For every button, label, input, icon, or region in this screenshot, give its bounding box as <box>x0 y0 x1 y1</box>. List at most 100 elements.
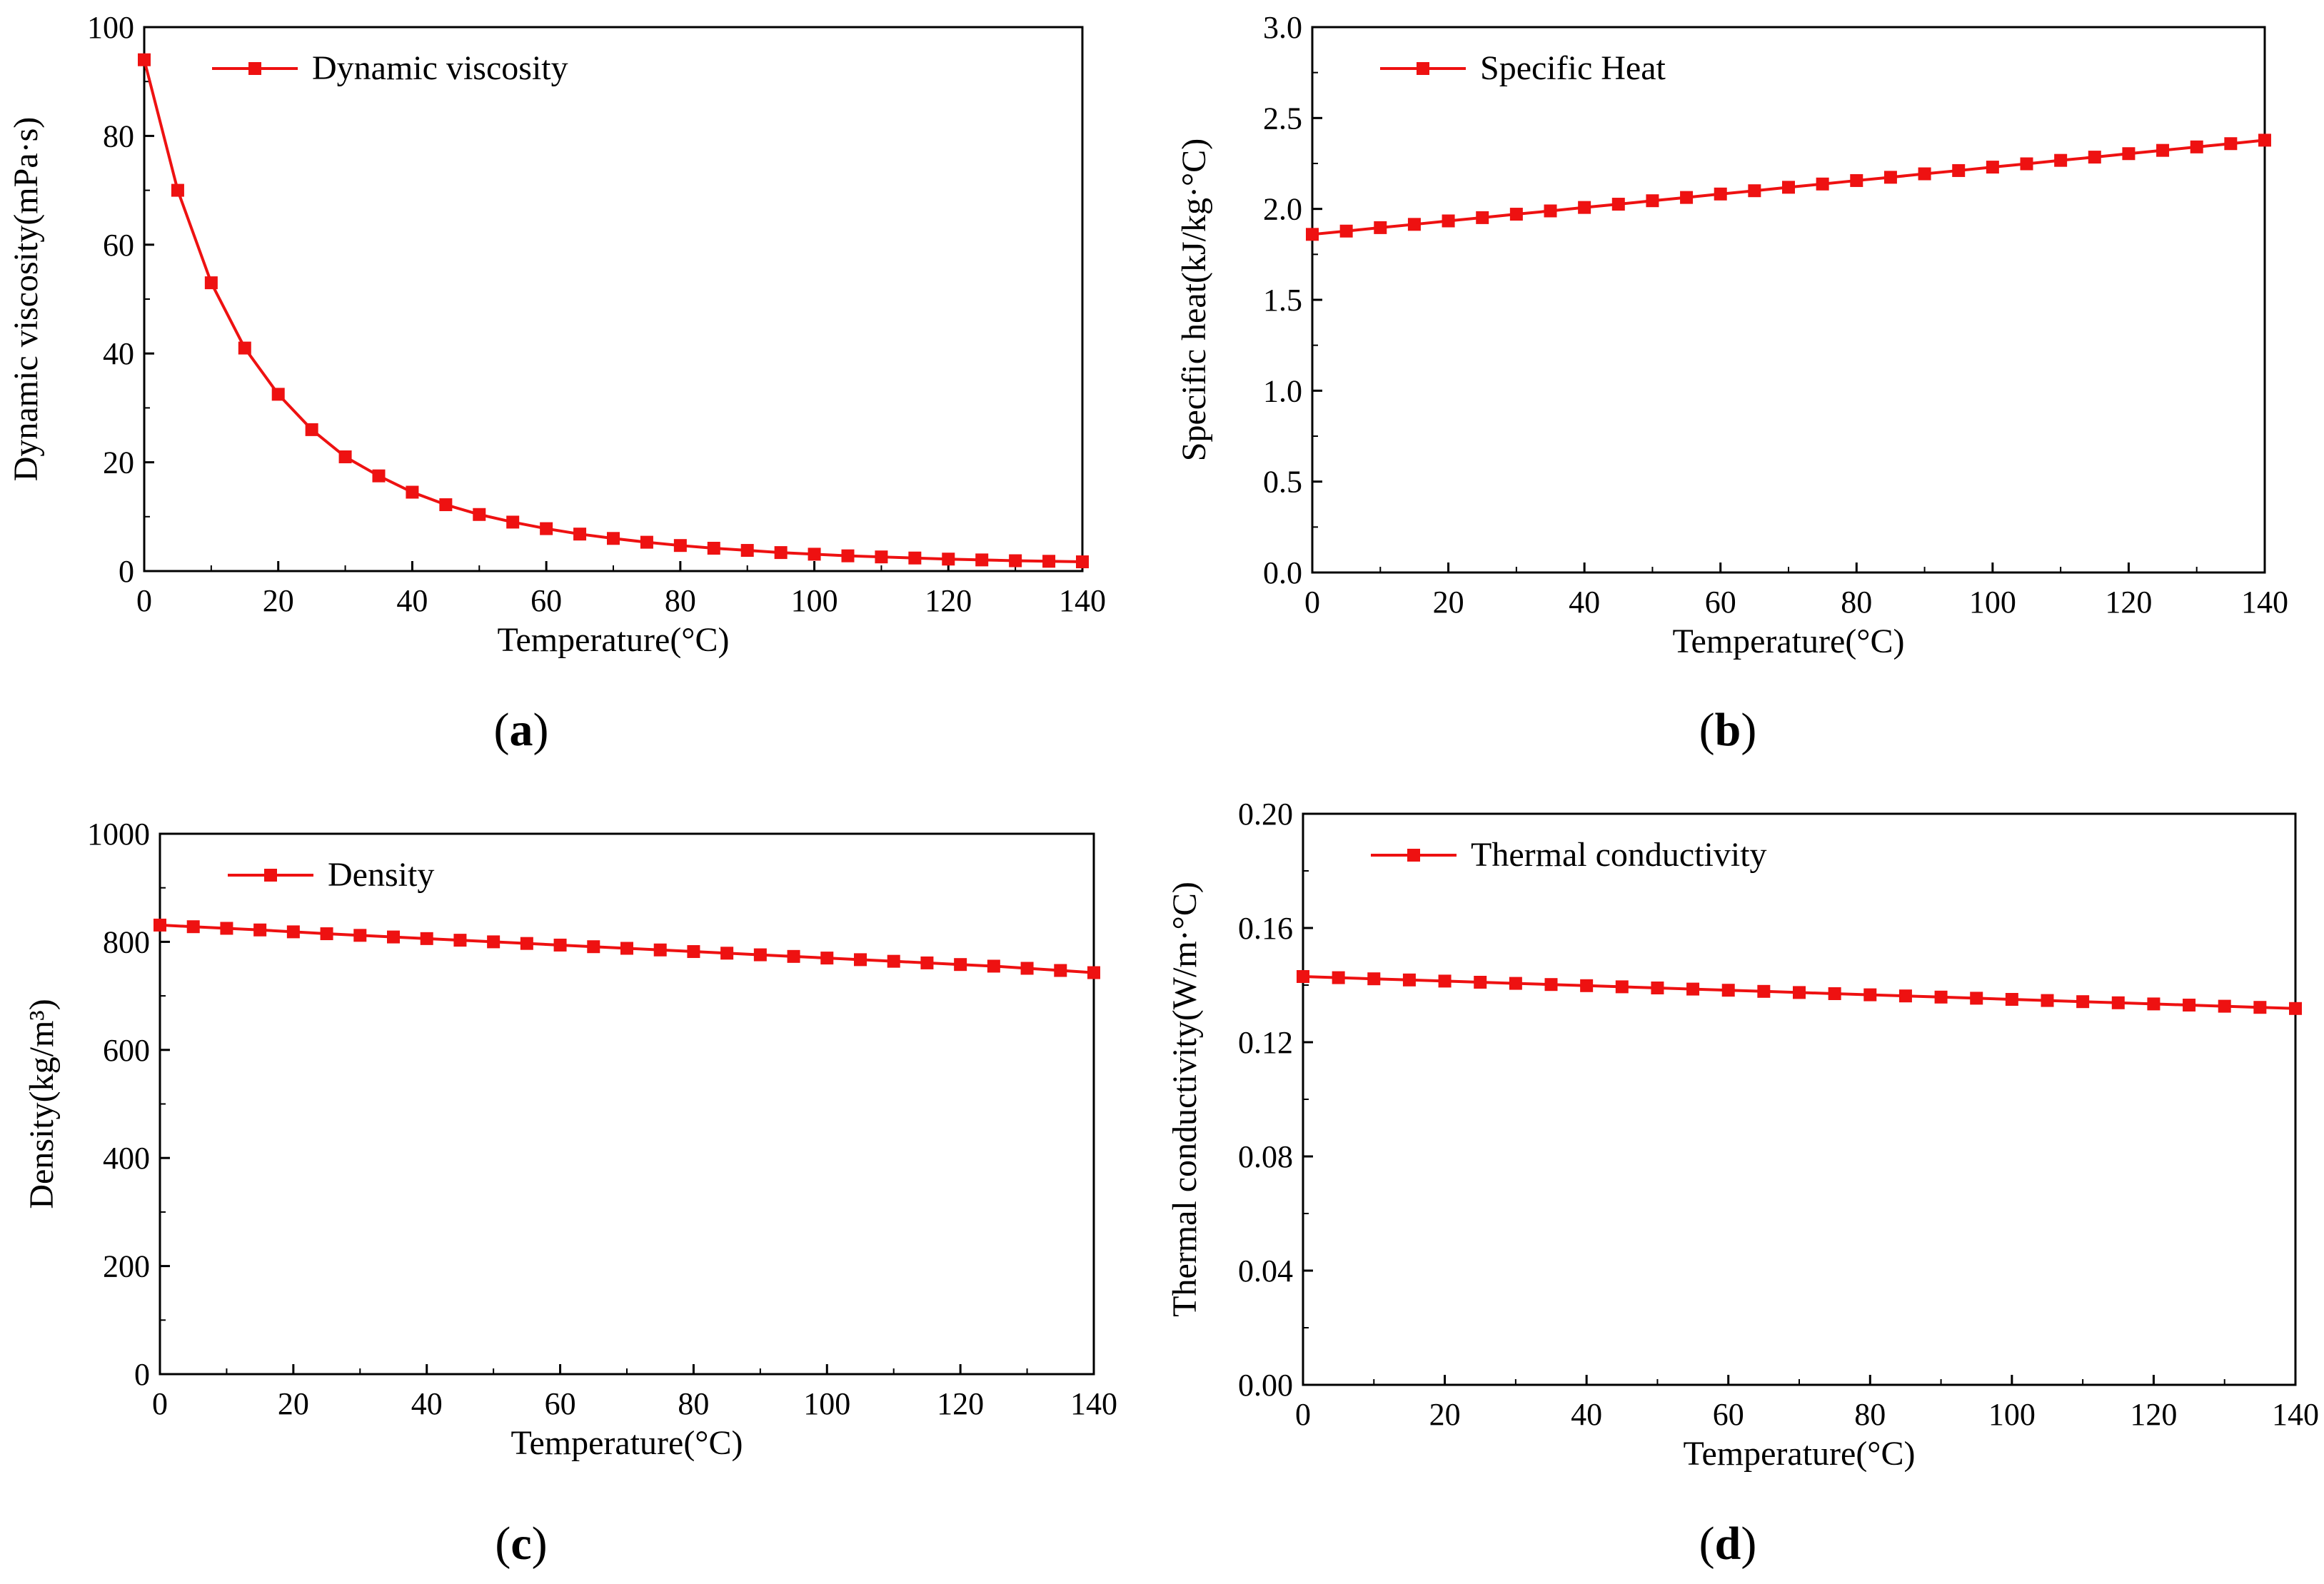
data-point <box>372 469 386 483</box>
y-tick-label: 400 <box>103 1141 150 1176</box>
x-tick-label: 100 <box>1969 585 2016 620</box>
data-point <box>1332 971 1345 984</box>
y-tick-label: 20 <box>103 445 134 480</box>
data-point <box>204 276 218 290</box>
data-point <box>1020 962 1034 975</box>
data-point <box>2183 999 2196 1012</box>
x-tick-label: 120 <box>2130 1397 2177 1432</box>
data-point <box>1374 221 1387 234</box>
data-point <box>1438 974 1452 988</box>
y-axis-title: Dynamic viscosity(mPa·s) <box>7 117 45 482</box>
data-point <box>875 550 888 564</box>
data-point <box>220 922 233 935</box>
data-point <box>673 539 687 553</box>
y-tick-label: 2.5 <box>1263 101 1302 136</box>
data-point <box>1816 177 1829 191</box>
data-point <box>740 544 754 558</box>
data-point <box>653 943 667 957</box>
data-point <box>1986 161 1999 174</box>
panel-label-d: (d) <box>1699 1518 1757 1570</box>
data-point <box>2041 994 2054 1007</box>
x-tick-label: 100 <box>1988 1397 2036 1432</box>
data-point <box>2054 153 2068 167</box>
x-tick-label: 80 <box>1841 585 1872 620</box>
data-point <box>2253 1001 2267 1014</box>
data-point <box>820 952 834 965</box>
legend-label: Thermal conductivity <box>1471 836 1767 874</box>
x-tick-label: 80 <box>665 583 696 618</box>
x-axis-title: Temperature(°C) <box>510 1424 743 1462</box>
legend-marker <box>248 62 261 75</box>
data-point <box>1686 982 1700 996</box>
y-tick-label: 0.00 <box>1238 1368 1293 1403</box>
data-point <box>1402 973 1416 987</box>
legend-marker <box>264 869 277 882</box>
data-point <box>1544 204 1557 218</box>
y-axis-title: Density(kg/m³) <box>23 999 61 1209</box>
panel-label-b: (b) <box>1699 704 1757 756</box>
x-tick-label: 100 <box>803 1386 850 1421</box>
data-point <box>640 535 653 549</box>
data-point <box>1918 167 1931 181</box>
y-tick-label: 100 <box>87 10 134 45</box>
data-point <box>320 927 333 941</box>
data-point <box>138 53 151 66</box>
data-point <box>553 938 567 952</box>
data-point <box>987 959 1000 973</box>
data-point <box>1009 554 1022 567</box>
y-tick-label: 1.0 <box>1263 373 1302 408</box>
data-point <box>2190 140 2203 153</box>
x-tick-label: 140 <box>2272 1397 2319 1432</box>
data-point <box>1509 977 1522 990</box>
data-point <box>2224 137 2238 151</box>
legend-label: Density <box>328 856 434 894</box>
data-point <box>1828 987 1841 1000</box>
data-point <box>1076 555 1089 569</box>
data-point <box>487 935 500 949</box>
data-point <box>305 423 318 436</box>
data-point <box>420 932 433 945</box>
data-point <box>908 551 922 565</box>
data-point <box>1297 970 1309 983</box>
data-point <box>707 541 720 555</box>
data-point <box>387 930 400 944</box>
data-point <box>439 498 453 512</box>
data-point <box>1578 201 1591 214</box>
panel-label-a: (a) <box>493 704 549 756</box>
x-tick-label: 0 <box>152 1386 168 1421</box>
x-tick-label: 40 <box>396 583 428 618</box>
data-point <box>2258 133 2271 147</box>
data-point <box>271 388 285 401</box>
data-point <box>1611 198 1625 211</box>
y-tick-label: 0.12 <box>1238 1025 1293 1060</box>
data-point <box>1793 986 1806 999</box>
y-tick-label: 200 <box>103 1249 150 1284</box>
data-point <box>1757 984 1771 998</box>
x-tick-label: 60 <box>545 1386 576 1421</box>
data-point <box>841 549 855 563</box>
x-axis-title: Temperature(°C) <box>497 621 729 659</box>
x-axis-title: Temperature(°C) <box>1672 622 1904 660</box>
x-tick-label: 0 <box>1295 1397 1311 1432</box>
legend-label: Specific Heat <box>1480 49 1666 87</box>
data-point <box>2005 993 2018 1006</box>
y-tick-label: 3.0 <box>1263 10 1302 45</box>
data-point <box>338 450 352 463</box>
x-tick-label: 60 <box>530 583 562 618</box>
x-tick-label: 120 <box>937 1386 984 1421</box>
data-point <box>1934 990 1948 1004</box>
data-point <box>787 949 800 963</box>
data-point <box>1407 218 1421 231</box>
y-tick-label: 0.16 <box>1238 911 1293 946</box>
data-point <box>687 945 700 959</box>
data-point <box>753 948 767 962</box>
y-axis-title: Specific heat(kJ/kg·°C) <box>1175 138 1213 461</box>
x-tick-label: 20 <box>278 1386 309 1421</box>
y-tick-label: 80 <box>103 118 134 153</box>
data-point <box>2088 151 2101 164</box>
data-point <box>1442 214 1455 228</box>
data-point <box>1863 988 1877 1002</box>
